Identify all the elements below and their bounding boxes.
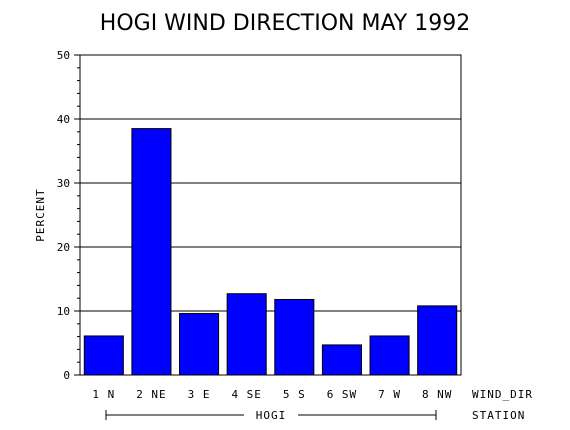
x-tick-label: 7 W	[378, 388, 401, 401]
x-tick-label: 5 S	[283, 388, 306, 401]
y-tick-label: 30	[57, 177, 70, 190]
x-tick-label: 8 NW	[422, 388, 453, 401]
y-tick-label: 50	[57, 49, 70, 62]
bar	[179, 313, 220, 376]
bar	[226, 293, 267, 376]
y-tick-label: 10	[57, 305, 70, 318]
bars	[83, 128, 458, 376]
y-axis-label: PERCENT	[34, 188, 47, 241]
bar	[83, 335, 124, 376]
bar	[131, 128, 172, 376]
station-group-label: HOGI	[256, 409, 287, 422]
chart-title: HOGI WIND DIRECTION MAY 1992	[100, 11, 470, 36]
y-tick-label: 40	[57, 113, 70, 126]
y-tick-label: 0	[63, 369, 70, 382]
x-axis: 1 N 2 NE 3 E 4 SE 5 S 6 SW 7 W 8 NW	[92, 388, 453, 401]
x-tick-label: 3 E	[188, 388, 211, 401]
x-tick-label: 6 SW	[327, 388, 358, 401]
x-tick-label: 2 NE	[136, 388, 167, 401]
bar	[417, 305, 458, 376]
group-label-backdrop	[244, 407, 298, 423]
bar	[321, 344, 362, 376]
bar	[274, 298, 315, 376]
x-tick-label: 4 SE	[231, 388, 262, 401]
x-tick-label: 1 N	[92, 388, 115, 401]
plot-area-frame	[79, 54, 462, 376]
station-group-bracket: HOGI	[105, 407, 437, 423]
bar	[369, 335, 410, 376]
x-axis-label: WIND_DIR	[472, 388, 533, 401]
y-tick-label: 20	[57, 241, 70, 254]
station-axis-label: STATION	[472, 409, 525, 422]
y-axis: 0 10 20 30 40 50	[57, 49, 80, 382]
